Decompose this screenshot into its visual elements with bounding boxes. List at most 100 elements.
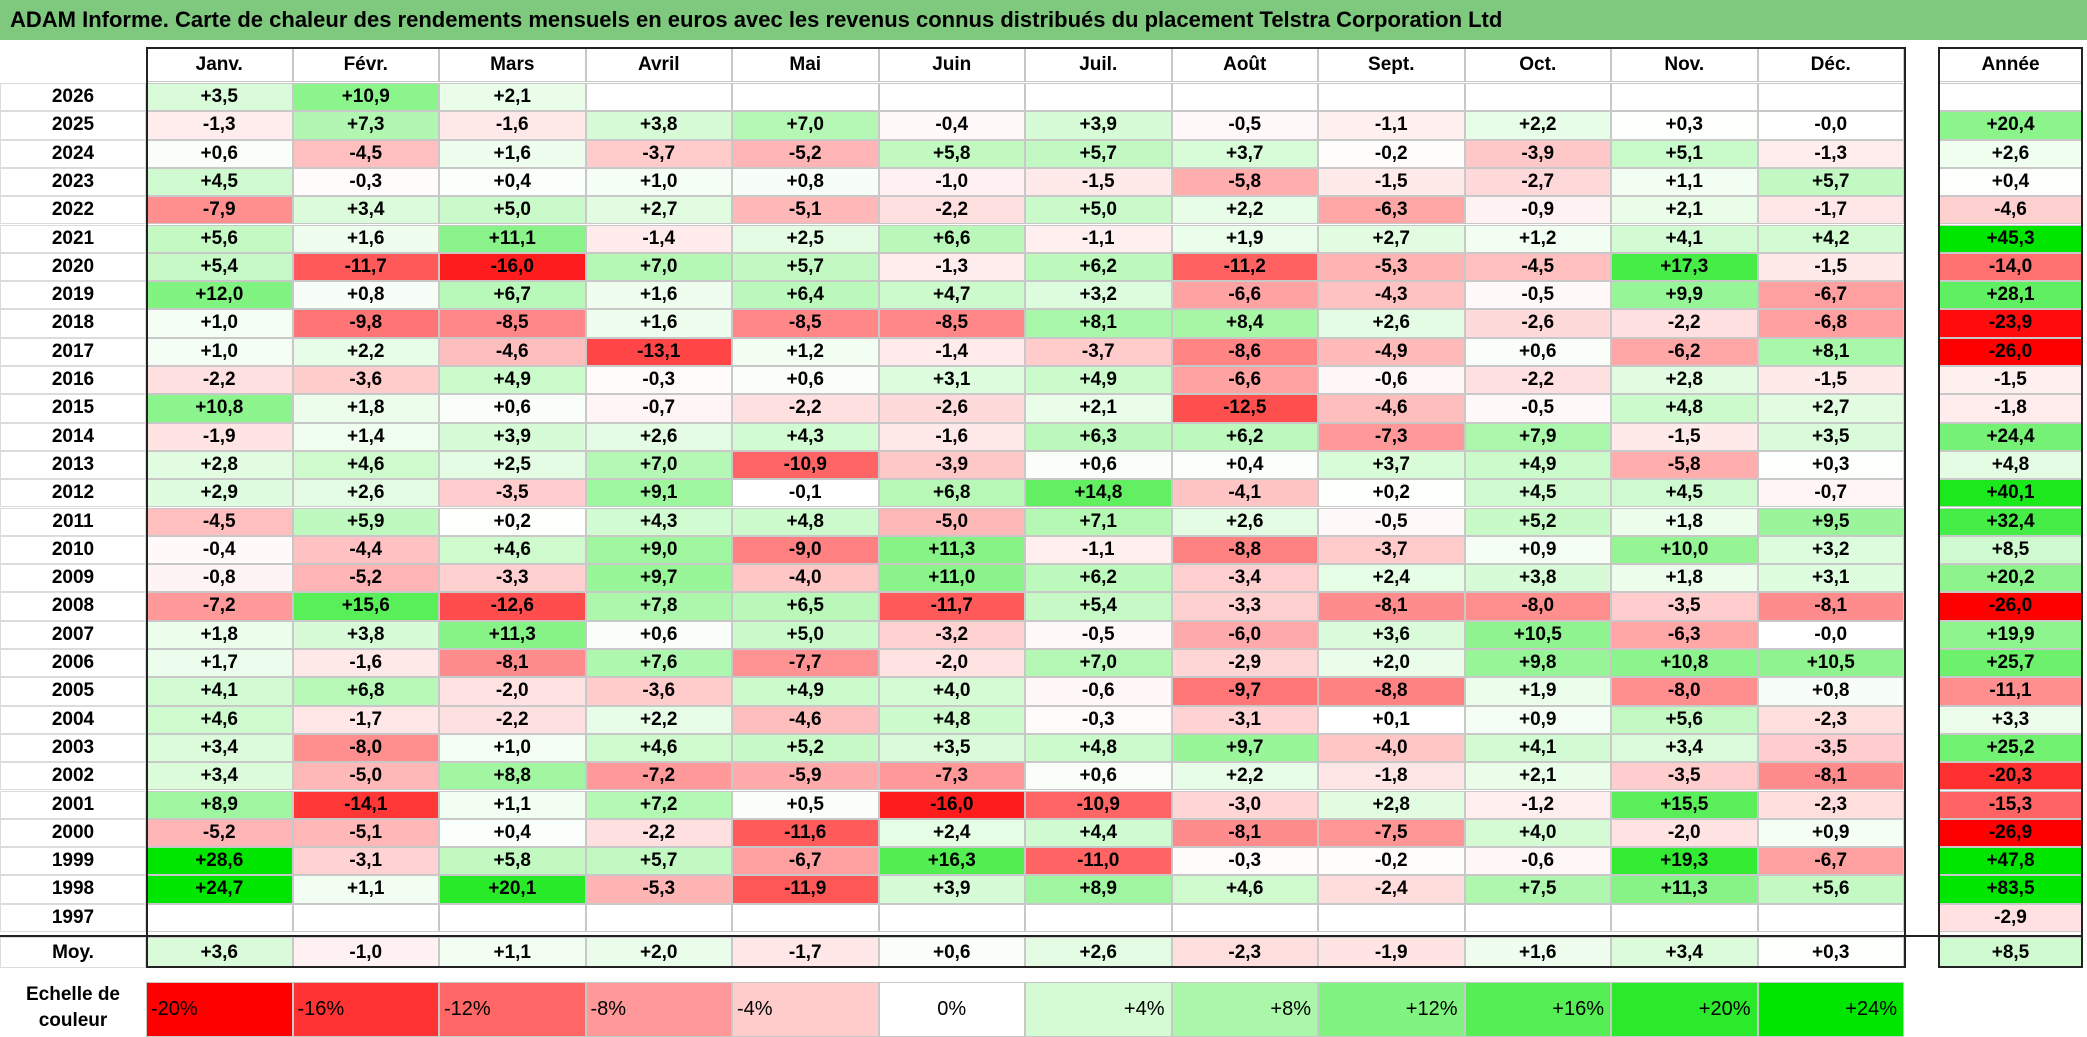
heatmap-cell: -9,7 — [1171, 677, 1318, 706]
heatmap-cell: -2,2 — [878, 196, 1025, 225]
heatmap-cell: -0,5 — [1464, 394, 1611, 423]
heatmap-cell: +5,7 — [585, 847, 732, 876]
heatmap-cell: +2,4 — [1318, 564, 1465, 593]
annual-cell: +4,8 — [1938, 450, 2083, 480]
heatmap-cell: +2,6 — [292, 479, 439, 508]
heatmap-cell: +0,6 — [1025, 450, 1172, 480]
heatmap-cell: -4,6 — [439, 337, 586, 366]
heatmap-cell: +4,8 — [1611, 394, 1758, 423]
heatmap-cell: -3,4 — [1171, 564, 1318, 593]
annual-cell: -20,3 — [1938, 762, 2083, 791]
heatmap-cell: +4,8 — [1025, 733, 1172, 763]
heatmap-cell: -0,9 — [1464, 196, 1611, 225]
heatmap-cell: +2,7 — [585, 196, 732, 225]
legend-swatch: -8% — [585, 982, 732, 1037]
average-cell: +3,4 — [1611, 937, 1758, 968]
heatmap-cell: +7,0 — [1025, 649, 1172, 678]
heatmap-cell: +7,9 — [1464, 422, 1611, 451]
heatmap-cell: +2,8 — [146, 450, 293, 480]
year-label: 2026 — [0, 83, 146, 112]
heatmap-cell: +2,2 — [1464, 111, 1611, 140]
heatmap-cell: -0,6 — [1318, 366, 1465, 395]
heatmap-cell: +2,5 — [439, 450, 586, 480]
heatmap-cell: -6,7 — [1757, 847, 1904, 876]
heatmap-cell: -9,8 — [292, 309, 439, 338]
heatmap-cell: +6,2 — [1025, 564, 1172, 593]
heatmap-cell: -0,5 — [1464, 281, 1611, 310]
year-label: 2021 — [0, 224, 146, 253]
heatmap-cell: -6,7 — [1757, 281, 1904, 310]
year-label: 1998 — [0, 875, 146, 904]
heatmap-cell: +0,9 — [1464, 705, 1611, 734]
heatmap-cell: +6,7 — [439, 281, 586, 310]
heatmap-cell: -2,2 — [1464, 366, 1611, 395]
heatmap-cell: +0,6 — [585, 620, 732, 649]
month-header: Sept. — [1318, 47, 1465, 82]
heatmap-cell: +4,6 — [439, 535, 586, 565]
heatmap-cell: -0,0 — [1757, 620, 1904, 649]
heatmap-cell: +0,6 — [732, 366, 879, 395]
heatmap-cell: -3,6 — [585, 677, 732, 706]
annual-cell: +3,3 — [1938, 705, 2083, 734]
heatmap-cell: +2,1 — [1464, 762, 1611, 791]
heatmap-cell: -11,7 — [292, 252, 439, 282]
heatmap-cell: -0,7 — [1757, 479, 1904, 508]
heatmap-cell: +4,5 — [1611, 479, 1758, 508]
annual-cell: -4,6 — [1938, 196, 2083, 225]
heatmap-cell: +4,3 — [732, 422, 879, 451]
heatmap-cell: +24,7 — [146, 875, 293, 904]
heatmap-cell: +1,2 — [1464, 224, 1611, 253]
heatmap-cell: -7,2 — [585, 762, 732, 791]
heatmap-cell: +5,0 — [1025, 196, 1172, 225]
heatmap-cell: -1,5 — [1318, 167, 1465, 197]
annual-cell: -23,9 — [1938, 309, 2083, 338]
annual-cell: +32,4 — [1938, 507, 2083, 536]
annual-cell: -2,9 — [1938, 903, 2083, 932]
heatmap-cell: -2,2 — [585, 818, 732, 848]
heatmap-cell: +19,3 — [1611, 847, 1758, 876]
heatmap-cell: -11,7 — [878, 592, 1025, 621]
average-cell: -1,9 — [1318, 937, 1465, 968]
heatmap-cell: -3,6 — [292, 366, 439, 395]
heatmap-cell: +8,1 — [1757, 337, 1904, 366]
annual-cell: +20,2 — [1938, 564, 2083, 593]
annual-cell: -26,9 — [1938, 818, 2083, 848]
heatmap-cell: -0,5 — [1025, 620, 1172, 649]
heatmap-cell: +7,0 — [732, 111, 879, 140]
heatmap-cell: +1,8 — [1611, 564, 1758, 593]
heatmap-cell: -6,0 — [1171, 620, 1318, 649]
heatmap-cell: +3,7 — [1318, 450, 1465, 480]
heatmap-cell: -3,5 — [1611, 592, 1758, 621]
heatmap-cell: +11,3 — [1611, 875, 1758, 904]
heatmap-cell: -5,1 — [732, 196, 879, 225]
heatmap-cell: +20,1 — [439, 875, 586, 904]
heatmap-cell: +0,6 — [146, 139, 293, 168]
heatmap-cell: -1,4 — [585, 224, 732, 253]
heatmap-cell: -1,8 — [1318, 762, 1465, 791]
heatmap-cell: +5,6 — [1611, 705, 1758, 734]
average-cell: -1,0 — [292, 937, 439, 968]
heatmap-cell: -2,0 — [878, 649, 1025, 678]
color-scale-label: Echelle de couleur — [26, 984, 120, 1031]
month-header: Mai — [732, 47, 879, 82]
heatmap-cell: -2,6 — [878, 394, 1025, 423]
heatmap-cell: +6,8 — [292, 677, 439, 706]
heatmap-cell: -5,8 — [1611, 450, 1758, 480]
heatmap-cell: +1,1 — [439, 790, 586, 819]
heatmap-cell: -3,0 — [1171, 790, 1318, 819]
heatmap-cell: +16,3 — [878, 847, 1025, 876]
heatmap-cell: +0,4 — [439, 818, 586, 848]
heatmap-cell: -0,1 — [732, 479, 879, 508]
heatmap-cell: -4,3 — [1318, 281, 1465, 310]
annual-cell: +28,1 — [1938, 281, 2083, 310]
heatmap-cell: -1,4 — [878, 337, 1025, 366]
heatmap-cell: +4,7 — [878, 281, 1025, 310]
heatmap-cell: -1,6 — [292, 649, 439, 678]
year-label: 2000 — [0, 818, 146, 848]
heatmap-cell: +9,0 — [585, 535, 732, 565]
heatmap-cell: +1,1 — [292, 875, 439, 904]
average-label: Moy. — [0, 937, 146, 968]
heatmap-cell: -2,0 — [1611, 818, 1758, 848]
heatmap-cell: -0,5 — [1171, 111, 1318, 140]
year-label: 2020 — [0, 252, 146, 282]
